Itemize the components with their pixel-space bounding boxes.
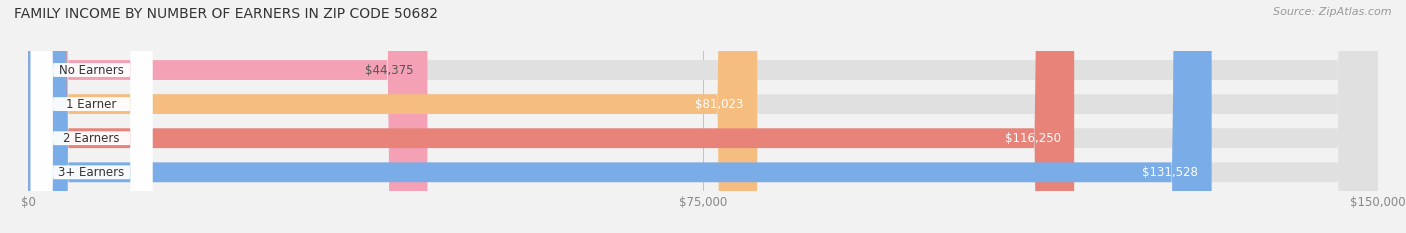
FancyBboxPatch shape <box>31 0 152 233</box>
FancyBboxPatch shape <box>28 0 758 233</box>
Text: Source: ZipAtlas.com: Source: ZipAtlas.com <box>1274 7 1392 17</box>
FancyBboxPatch shape <box>31 0 152 233</box>
Text: $116,250: $116,250 <box>1005 132 1060 145</box>
FancyBboxPatch shape <box>28 0 1378 233</box>
FancyBboxPatch shape <box>28 0 1212 233</box>
Text: 1 Earner: 1 Earner <box>66 98 117 111</box>
FancyBboxPatch shape <box>28 0 427 233</box>
FancyBboxPatch shape <box>28 0 1378 233</box>
Text: $131,528: $131,528 <box>1142 166 1198 179</box>
FancyBboxPatch shape <box>31 0 152 233</box>
Text: 3+ Earners: 3+ Earners <box>59 166 125 179</box>
Text: FAMILY INCOME BY NUMBER OF EARNERS IN ZIP CODE 50682: FAMILY INCOME BY NUMBER OF EARNERS IN ZI… <box>14 7 439 21</box>
Text: $81,023: $81,023 <box>696 98 744 111</box>
FancyBboxPatch shape <box>28 0 1378 233</box>
Text: $44,375: $44,375 <box>366 64 413 76</box>
FancyBboxPatch shape <box>28 0 1074 233</box>
Text: 2 Earners: 2 Earners <box>63 132 120 145</box>
Text: No Earners: No Earners <box>59 64 124 76</box>
FancyBboxPatch shape <box>28 0 1378 233</box>
FancyBboxPatch shape <box>31 0 152 233</box>
